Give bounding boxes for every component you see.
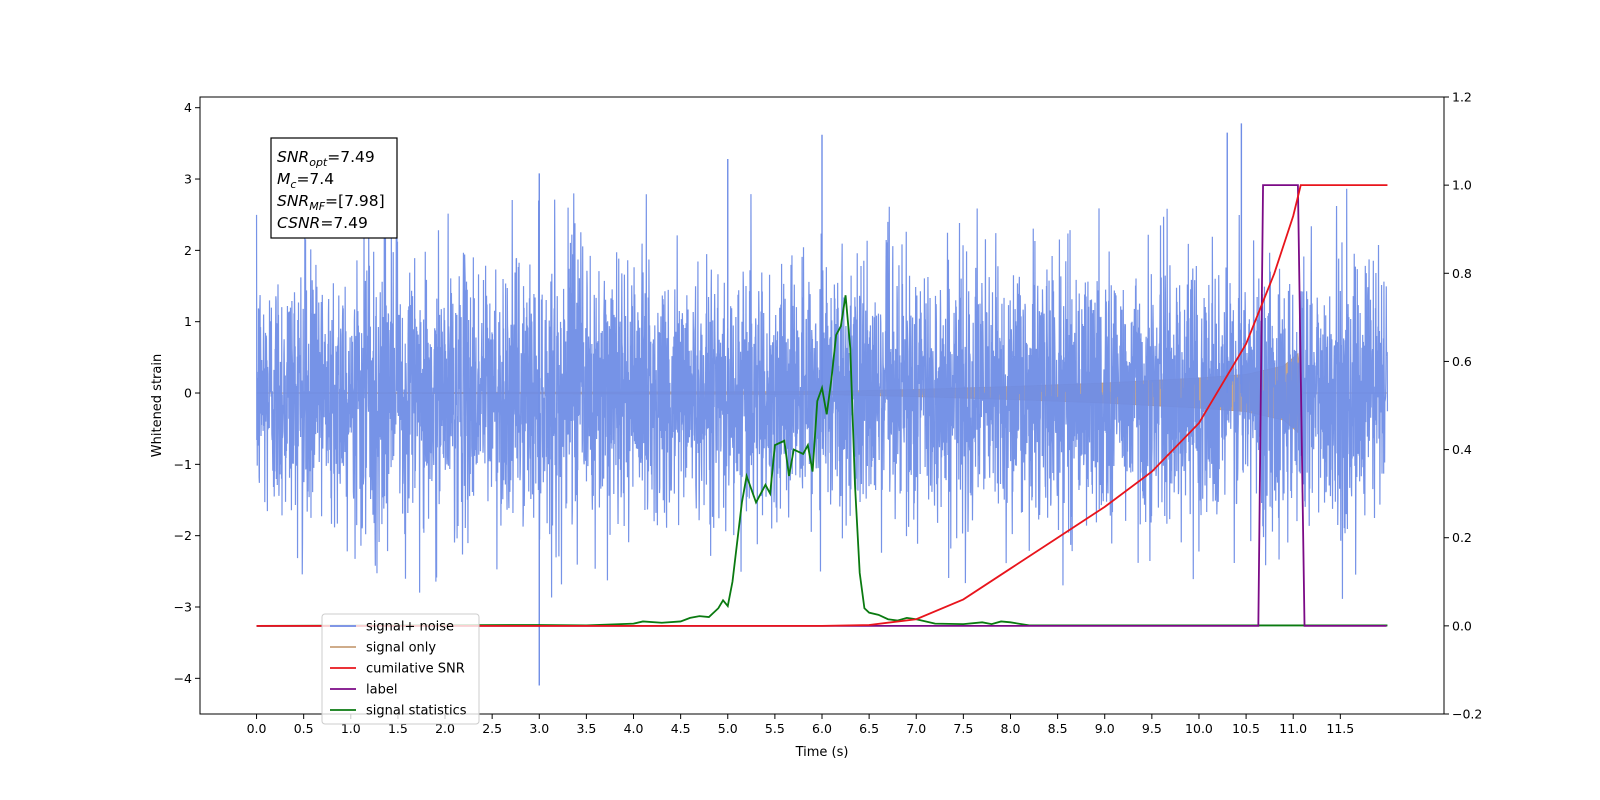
- cumulative-snr-line: [256, 184, 1388, 627]
- x-tick-label: 11.0: [1279, 721, 1307, 736]
- right-y-tick-label: 0.2: [1452, 530, 1472, 545]
- label-line: [256, 184, 1387, 627]
- noise-trace: [255, 123, 1389, 686]
- left-y-tick-label: −4: [174, 671, 192, 686]
- legend: signal+ noise signal only cumilative SNR la…: [321, 613, 480, 725]
- left-y-tick-label: −2: [174, 528, 192, 543]
- x-tick-label: 11.5: [1326, 721, 1354, 736]
- legend-label: signal statistics: [366, 704, 467, 719]
- annotation-line: Mc=7.4: [277, 170, 334, 191]
- left-y-tick-label: −3: [174, 600, 192, 615]
- x-tick-label: 3.5: [576, 721, 596, 736]
- x-tick-label: 7.0: [906, 721, 926, 736]
- right-y-tick-label: 0.4: [1452, 442, 1472, 457]
- annotation-line: SNRopt=7.49: [277, 148, 375, 169]
- x-tick-label: 7.5: [953, 721, 973, 736]
- x-tick-label: 9.5: [1142, 721, 1162, 736]
- right-axis-series: [256, 184, 1388, 627]
- x-tick-label: 5.0: [718, 721, 738, 736]
- right-y-tick-label: 0.0: [1452, 618, 1472, 633]
- right-y-tick-label: −0.2: [1452, 707, 1482, 722]
- legend-label: cumilative SNR: [366, 662, 465, 677]
- x-tick-label: 0.0: [247, 721, 267, 736]
- left-y-tick-label: 0: [184, 386, 192, 401]
- x-tick-label: 9.0: [1095, 721, 1115, 736]
- x-tick-label: 8.0: [1001, 721, 1021, 736]
- left-y-axis-ticks: −4 −3 −2 −1 0 1 2 3 4: [174, 100, 200, 686]
- legend-label: signal+ noise: [366, 620, 454, 635]
- x-axis-ticks: 0.0 0.5 1.0 1.5 2.0 2.5 3.0 3.5 4.0 4.5 5.0 5.5 6.0 6…: [247, 714, 1354, 736]
- x-tick-label: 1.5: [388, 721, 408, 736]
- x-tick-label: 6.5: [859, 721, 879, 736]
- x-axis-label: Time (s): [795, 745, 849, 760]
- x-tick-label: 3.0: [529, 721, 549, 736]
- right-y-tick-label: 0.6: [1452, 354, 1472, 369]
- x-tick-label: 10.0: [1185, 721, 1213, 736]
- x-tick-label: 4.0: [624, 721, 644, 736]
- left-y-tick-label: 1: [184, 314, 192, 329]
- left-y-tick-label: 2: [184, 243, 192, 258]
- annotation-frame: [270, 137, 398, 239]
- right-y-axis-ticks: −0.2 0.0 0.2 0.4 0.6 0.8 1.0 1.2: [1444, 90, 1482, 722]
- annotation-line: SNRMF=[7.98]: [277, 192, 385, 213]
- legend-label: signal only: [366, 641, 436, 656]
- x-tick-label: 0.5: [294, 721, 314, 736]
- x-tick-label: 6.0: [812, 721, 832, 736]
- right-y-tick-label: 0.8: [1452, 266, 1472, 281]
- x-tick-label: 8.5: [1048, 721, 1068, 736]
- x-tick-label: 10.5: [1232, 721, 1260, 736]
- left-y-tick-label: 4: [184, 100, 192, 115]
- signal-statistics-line: [256, 295, 1388, 627]
- left-y-axis-label: Whitened strain: [150, 354, 165, 457]
- legend-frame: [321, 613, 480, 725]
- legend-label: label: [366, 683, 397, 698]
- x-tick-label: 2.0: [435, 721, 455, 736]
- x-tick-label: 5.5: [765, 721, 785, 736]
- right-y-tick-label: 1.2: [1452, 90, 1472, 105]
- right-y-tick-label: 1.0: [1452, 178, 1472, 193]
- x-tick-label: 1.0: [341, 721, 361, 736]
- x-tick-label: 4.5: [671, 721, 691, 736]
- annotation-line: CSNR=7.49: [277, 214, 368, 232]
- left-y-tick-label: 3: [184, 172, 192, 187]
- left-y-tick-label: −1: [174, 457, 192, 472]
- x-tick-label: 2.5: [482, 721, 502, 736]
